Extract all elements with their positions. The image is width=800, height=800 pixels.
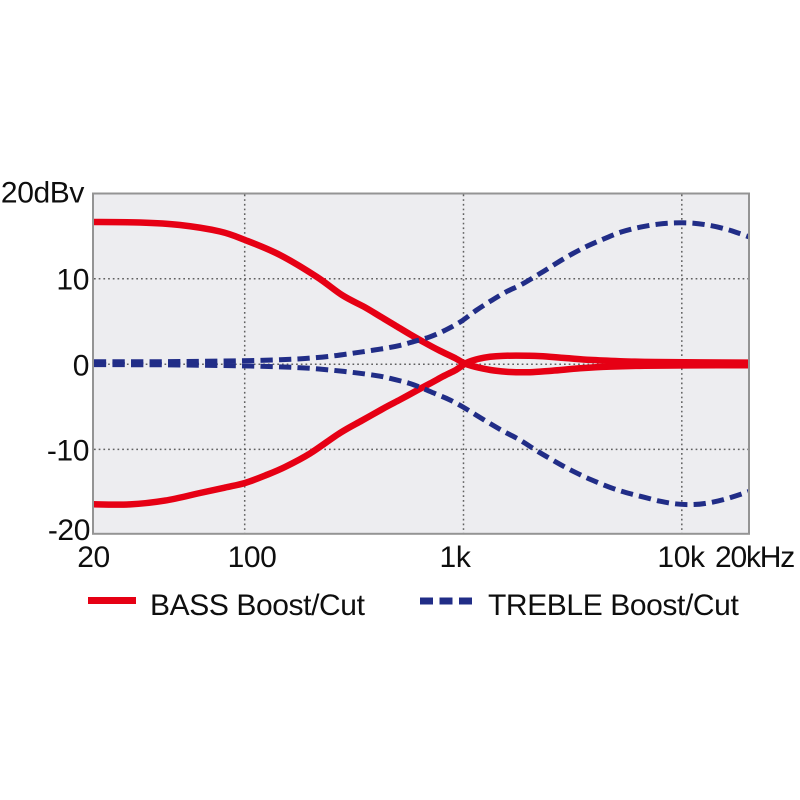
svg-text:20kHz: 20kHz bbox=[715, 541, 794, 574]
svg-text:20: 20 bbox=[77, 541, 110, 574]
svg-text:100: 100 bbox=[228, 541, 277, 574]
svg-text:10: 10 bbox=[56, 264, 89, 297]
svg-text:BASS Boost/Cut: BASS Boost/Cut bbox=[150, 589, 366, 622]
svg-text:-20: -20 bbox=[48, 514, 90, 547]
svg-text:-10: -10 bbox=[47, 435, 89, 468]
svg-text:20dBv: 20dBv bbox=[1, 177, 84, 210]
svg-text:TREBLE Boost/Cut: TREBLE Boost/Cut bbox=[488, 589, 739, 622]
svg-text:0: 0 bbox=[73, 349, 89, 382]
svg-text:10k: 10k bbox=[657, 541, 706, 574]
svg-text:1k: 1k bbox=[440, 541, 472, 574]
